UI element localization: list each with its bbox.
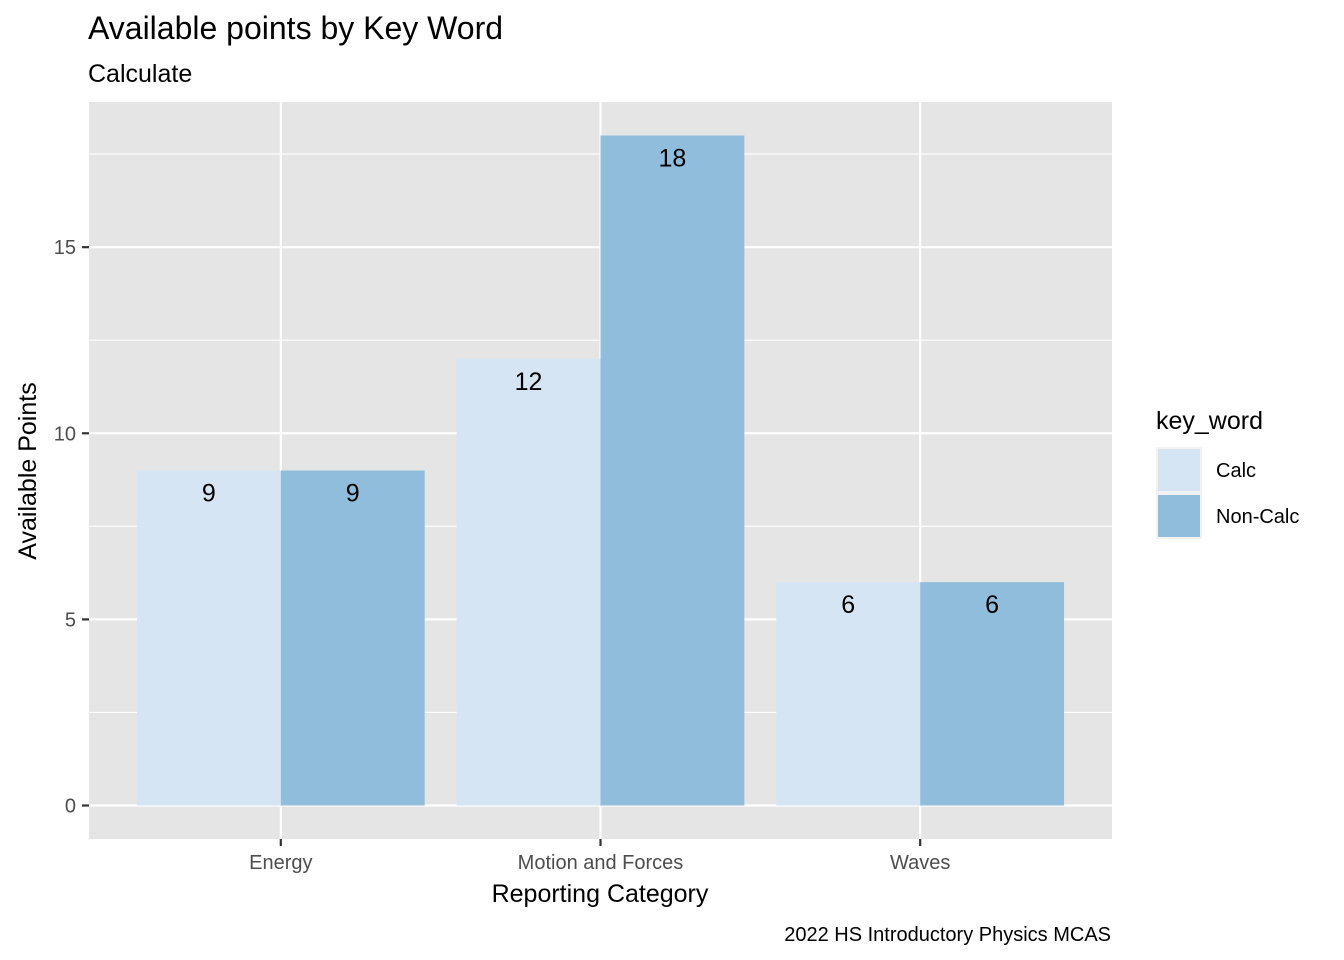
y-tick-label: 5 — [65, 609, 76, 631]
legend-key-calc — [1158, 449, 1200, 491]
x-tick-label: Motion and Forces — [518, 852, 684, 874]
x-axis: Energy Motion and Forces Waves — [249, 839, 950, 874]
y-tick-label: 15 — [54, 237, 76, 259]
data-label: 18 — [659, 145, 687, 173]
bar-non-calc-energy — [280, 470, 425, 806]
chart-subtitle: Calculate — [88, 60, 192, 88]
legend-title: key_word — [1156, 407, 1263, 435]
bar-calc-energy — [136, 470, 281, 806]
data-label: 9 — [346, 480, 360, 508]
bars — [136, 135, 1065, 806]
x-tick-label: Energy — [249, 852, 312, 874]
y-axis: 0 5 10 15 — [54, 237, 89, 818]
legend-label: Non-Calc — [1216, 506, 1299, 528]
bar-calc-motion-and-forces — [456, 358, 601, 806]
x-axis-title: Reporting Category — [492, 880, 709, 908]
legend: key_word Calc Non-Calc — [1156, 407, 1299, 539]
y-axis-title: Available Points — [14, 382, 42, 559]
legend-key-non-calc — [1158, 495, 1200, 537]
chart-title: Available points by Key Word — [88, 10, 503, 46]
x-tick-label: Waves — [890, 852, 950, 874]
legend-label: Calc — [1216, 460, 1256, 482]
bar-non-calc-waves — [920, 582, 1065, 806]
data-label: 12 — [515, 368, 543, 396]
data-label: 6 — [841, 591, 855, 619]
data-label: 6 — [985, 591, 999, 619]
bar-non-calc-motion-and-forces — [600, 135, 745, 806]
bar-calc-waves — [776, 582, 921, 806]
data-label: 9 — [202, 480, 216, 508]
y-tick-label: 0 — [65, 796, 76, 818]
y-tick-label: 10 — [54, 423, 76, 445]
data-labels: 9 9 12 18 6 6 — [202, 145, 999, 620]
chart-caption: 2022 HS Introductory Physics MCAS — [784, 924, 1111, 946]
